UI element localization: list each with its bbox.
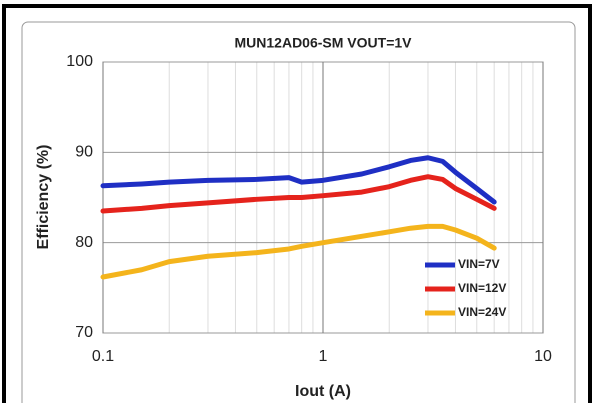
y-tick-label: 90 <box>75 144 93 161</box>
series-line <box>100 174 497 214</box>
y-tick-label: 70 <box>75 324 93 341</box>
x-axis-label: Iout (A) <box>295 383 351 400</box>
y-tick-label: 100 <box>66 53 93 70</box>
x-tick-label: 10 <box>534 348 552 365</box>
chart-title: MUN12AD06-SM VOUT=1V <box>235 35 413 51</box>
x-tick-label: 1 <box>319 348 328 365</box>
series-line <box>100 223 497 280</box>
y-axis-label: Efficiency (%) <box>35 145 52 250</box>
legend-label: VIN=12V <box>458 281 506 295</box>
series-line <box>100 155 497 205</box>
legend-label: VIN=24V <box>458 305 506 319</box>
legend-label: VIN=7V <box>458 257 500 271</box>
x-tick-label: 0.1 <box>92 348 114 365</box>
y-tick-label: 80 <box>75 234 93 251</box>
outer-frame <box>2 4 592 403</box>
